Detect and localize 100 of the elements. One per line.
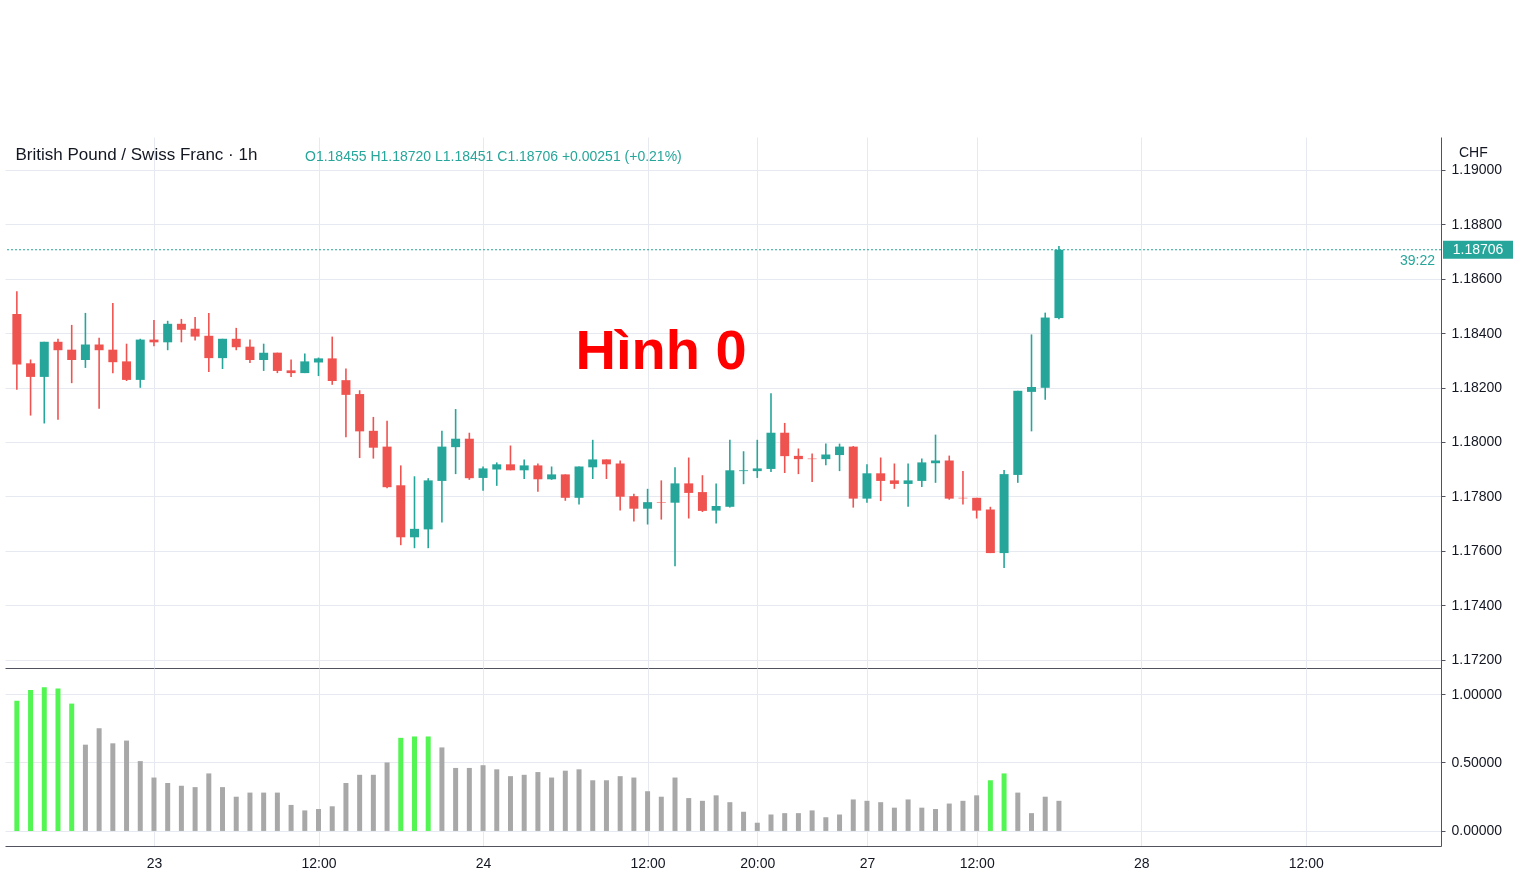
bar	[329, 806, 335, 831]
bar	[14, 700, 20, 831]
bar	[658, 796, 664, 831]
bar	[439, 747, 445, 831]
bar	[1001, 773, 1007, 831]
candlestick	[588, 439, 598, 480]
candlestick	[368, 416, 378, 460]
bar	[795, 813, 801, 831]
candlestick	[519, 458, 529, 480]
y-tick-label: 1.19000	[1451, 161, 1503, 178]
y-tick-label: 0.00000	[1451, 822, 1503, 839]
candlestick	[560, 473, 570, 502]
candlestick	[670, 466, 680, 567]
x-tick-label: 20:00	[740, 854, 776, 871]
bar	[357, 774, 363, 831]
bar	[96, 728, 102, 831]
bar	[288, 804, 294, 831]
bar	[864, 800, 870, 831]
x-tick-label: 23	[146, 854, 163, 871]
y-tick-label: 1.18200	[1451, 379, 1503, 396]
bar	[1042, 796, 1048, 831]
bar	[590, 780, 596, 831]
bar	[247, 792, 253, 831]
y-tick-label: 1.18400	[1451, 324, 1503, 341]
candlestick	[94, 336, 104, 410]
y-tick-label: 1.18600	[1451, 270, 1503, 287]
bar	[741, 811, 747, 831]
candlestick	[629, 492, 639, 523]
ref-line-label: 1.18706	[1452, 240, 1504, 257]
bar	[398, 737, 404, 831]
candlestick	[533, 462, 543, 493]
candlestick	[259, 342, 269, 372]
bar	[370, 774, 376, 831]
bar	[768, 814, 774, 831]
y-tick-label: 1.00000	[1451, 685, 1503, 702]
candlestick	[327, 335, 337, 386]
bar	[507, 776, 513, 831]
annotation: 39:22	[1399, 251, 1436, 268]
bar	[837, 814, 843, 831]
bar	[41, 687, 47, 831]
candlestick	[876, 456, 886, 502]
bar	[549, 777, 555, 831]
bar	[425, 736, 431, 831]
bar	[220, 787, 226, 831]
x-tick-label: 27	[859, 854, 876, 871]
bar	[809, 810, 815, 831]
candlestick	[684, 456, 694, 520]
candlestick	[903, 462, 913, 508]
candlestick	[67, 324, 77, 384]
candlestick	[176, 318, 186, 344]
bar	[562, 770, 568, 831]
bar	[727, 802, 733, 831]
bar	[151, 777, 157, 831]
bar	[987, 780, 993, 831]
bar	[69, 703, 75, 831]
candlestick	[190, 316, 200, 342]
bar	[974, 795, 980, 831]
bar	[411, 736, 417, 831]
bar	[878, 802, 884, 831]
bar	[137, 761, 143, 831]
candlestick	[108, 302, 118, 375]
bar	[453, 767, 459, 831]
bar	[699, 800, 705, 831]
chart-title: British Pound / Swiss Franc · 1h	[15, 145, 258, 164]
bar	[535, 772, 541, 831]
annotation: Hình 0	[575, 318, 747, 381]
y-tick-label: 1.17200	[1451, 651, 1503, 668]
y-tick-label: 0.50000	[1451, 753, 1503, 770]
bar	[850, 799, 856, 831]
candlestick	[53, 337, 63, 421]
x-tick-label: 12:00	[301, 854, 337, 871]
candlestick	[492, 461, 502, 487]
bar	[960, 800, 966, 831]
bar	[384, 762, 390, 831]
bar	[823, 817, 829, 831]
candlestick	[835, 442, 845, 472]
bar	[1029, 813, 1035, 831]
candlestick	[245, 338, 255, 364]
candlestick	[643, 488, 653, 526]
bar	[686, 798, 692, 831]
candlestick	[218, 337, 228, 370]
candlestick	[231, 327, 241, 352]
candlestick	[889, 462, 899, 490]
x-tick-label: 28	[1133, 854, 1150, 871]
bar	[672, 777, 678, 831]
bar	[754, 822, 760, 831]
candlestick	[711, 482, 721, 525]
bar	[1056, 800, 1062, 831]
candlestick	[656, 479, 666, 521]
bar	[316, 809, 322, 831]
bar	[576, 769, 582, 831]
bar	[110, 743, 116, 831]
x-tick-label: 12:00	[1288, 854, 1324, 871]
bar	[617, 776, 623, 831]
bar	[82, 744, 88, 831]
candlestick	[697, 474, 707, 513]
y-tick-label: 1.18000	[1451, 433, 1503, 450]
bar	[494, 769, 500, 831]
x-tick-label: 24	[475, 854, 492, 871]
bar	[302, 810, 308, 831]
